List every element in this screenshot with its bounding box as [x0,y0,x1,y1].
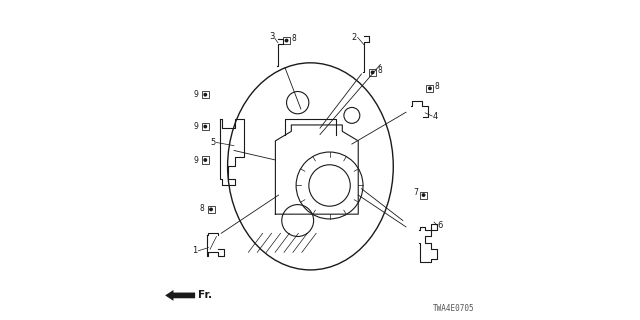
Text: 6: 6 [438,221,443,230]
Text: 2: 2 [352,33,357,42]
Text: 7: 7 [413,188,418,197]
Bar [369,69,376,76]
Text: Fr.: Fr. [198,291,212,300]
Circle shape [422,194,425,196]
Text: 1: 1 [193,246,198,255]
Circle shape [204,93,207,96]
Bar [202,91,209,98]
Bar [207,206,214,213]
Bar [202,156,209,164]
Circle shape [285,39,288,42]
Text: 8: 8 [378,66,382,75]
Circle shape [204,159,207,161]
FancyArrow shape [165,290,195,301]
Circle shape [429,87,431,90]
Circle shape [204,125,207,128]
Bar [202,123,209,130]
Text: 5: 5 [211,138,216,147]
Bar [420,192,427,198]
Circle shape [371,71,374,74]
Bar [426,85,433,92]
Text: 9: 9 [194,90,199,99]
Text: TWA4E0705: TWA4E0705 [433,304,474,313]
Bar [283,37,290,44]
Text: 8: 8 [435,82,440,91]
Circle shape [210,208,212,211]
Text: 8: 8 [291,34,296,43]
Text: 9: 9 [194,156,199,164]
Text: 3: 3 [269,32,275,41]
Text: 9: 9 [194,122,199,131]
Text: 8: 8 [200,204,205,213]
Text: 4: 4 [433,112,438,121]
